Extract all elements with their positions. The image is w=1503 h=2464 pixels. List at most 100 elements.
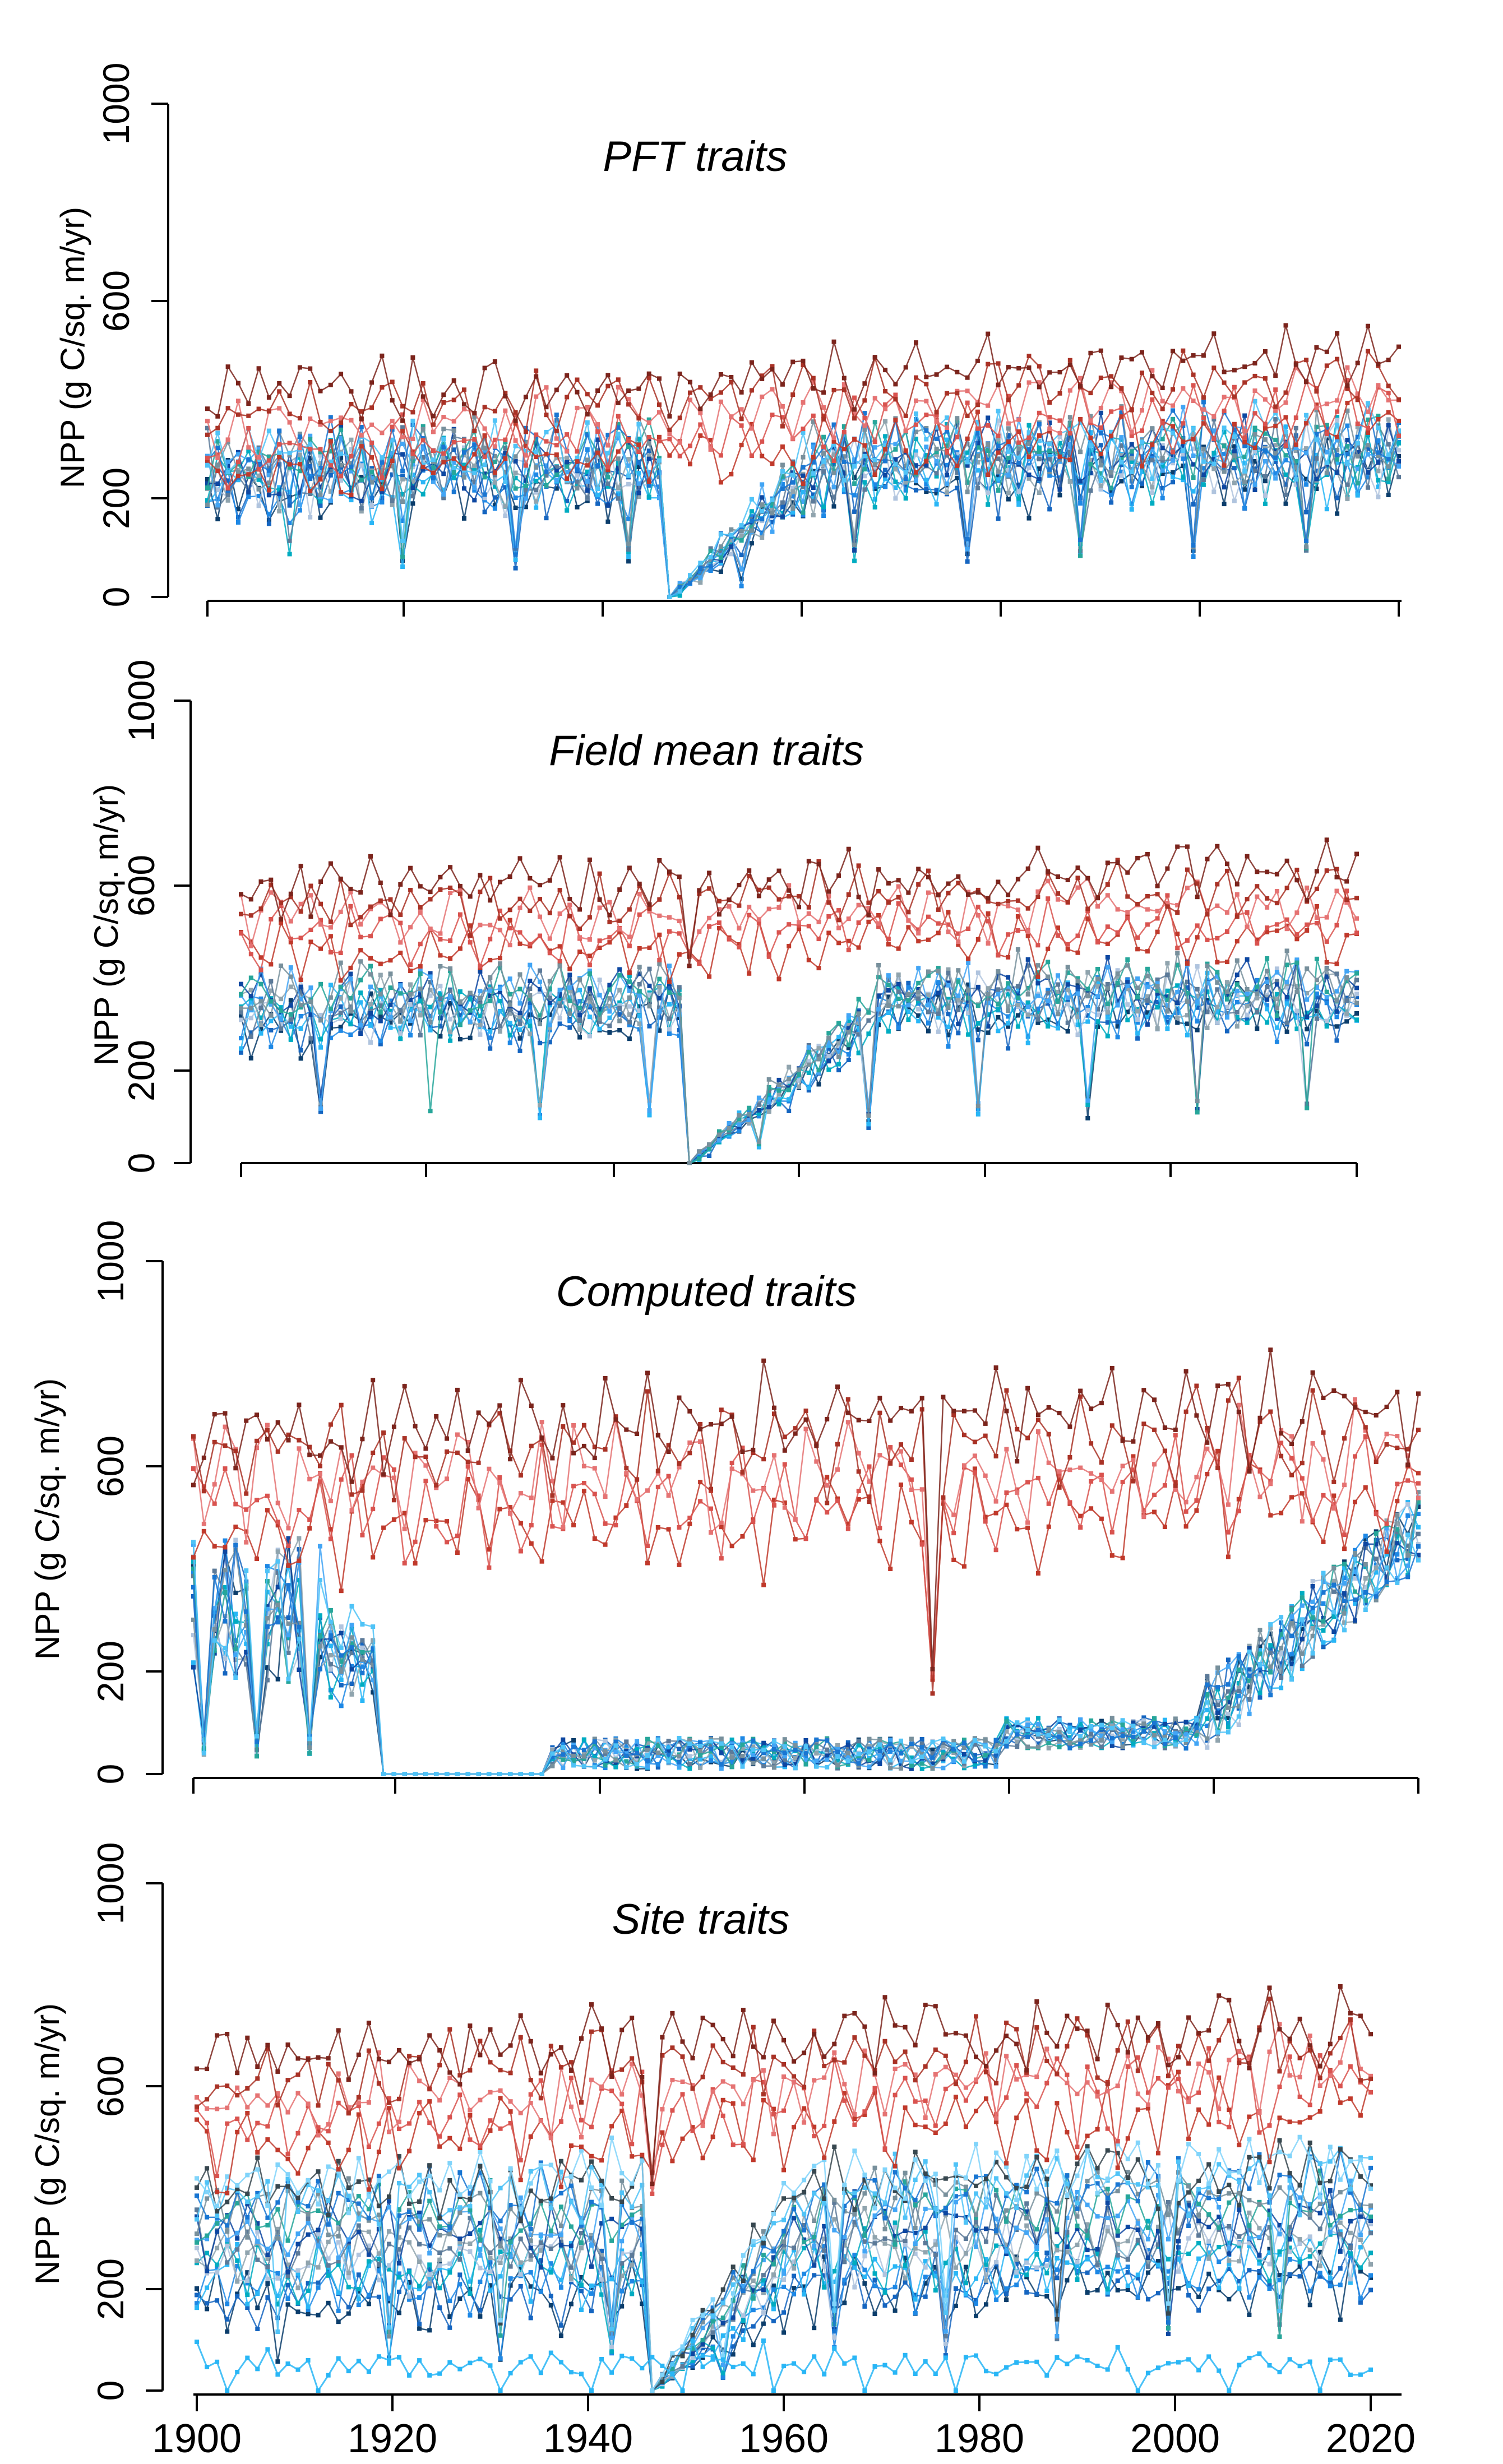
data-point (1109, 493, 1114, 498)
data-point (507, 1040, 512, 1045)
data-point (1078, 417, 1083, 422)
data-point (557, 958, 562, 964)
data-point (298, 864, 303, 869)
data-point (349, 498, 354, 503)
data-point (348, 1009, 353, 1014)
data-point (1129, 445, 1134, 450)
data-point (698, 575, 703, 580)
data-point (239, 1050, 243, 1055)
data-point (567, 966, 572, 971)
data-point (279, 900, 284, 905)
data-point (1165, 998, 1170, 1003)
data-point (233, 1537, 238, 1543)
data-point (513, 470, 518, 475)
data-point (1195, 1099, 1200, 1104)
data-point (1129, 449, 1134, 454)
data-point (966, 1011, 971, 1016)
data-point (626, 481, 631, 487)
data-point (727, 1121, 732, 1126)
data-point (369, 470, 374, 475)
data-point (472, 488, 477, 493)
data-point (707, 870, 712, 876)
data-point (308, 464, 313, 469)
data-point (776, 1077, 781, 1082)
data-point (866, 1113, 871, 1118)
data-point (348, 976, 353, 981)
data-point (1181, 437, 1186, 441)
data-point (513, 506, 518, 510)
data-point (806, 1062, 811, 1067)
data-point (1274, 997, 1279, 1002)
data-point (627, 1036, 632, 1041)
data-point (577, 977, 582, 982)
data-point (766, 1077, 771, 1082)
data-point (708, 396, 713, 401)
data-point (636, 484, 641, 489)
data-point (1098, 430, 1103, 436)
data-point (1363, 1536, 1368, 1541)
data-point (924, 444, 929, 450)
data-point (1075, 976, 1080, 981)
data-point (893, 418, 898, 423)
data-point (557, 1001, 562, 1006)
data-point (369, 476, 374, 481)
data-point (482, 475, 487, 480)
data-point (886, 999, 891, 1004)
data-point (657, 470, 662, 475)
data-point (747, 971, 752, 976)
data-point (1386, 493, 1391, 497)
data-point (1314, 978, 1319, 983)
data-point (277, 428, 282, 433)
data-point (893, 397, 898, 402)
data-point (1078, 420, 1083, 425)
data-point (709, 1753, 713, 1758)
series-layer (191, 1347, 1421, 1776)
data-point (926, 914, 931, 919)
data-point (906, 980, 911, 985)
data-point (698, 566, 703, 571)
data-point (986, 490, 991, 495)
data-point (1314, 921, 1319, 925)
data-point (646, 494, 651, 499)
data-point (1314, 869, 1319, 874)
data-point (468, 1008, 473, 1013)
data-point (934, 502, 939, 507)
data-point (876, 993, 881, 998)
data-point (1215, 1009, 1220, 1015)
data-point (1171, 450, 1175, 455)
data-point (1255, 894, 1260, 899)
data-point (739, 577, 744, 582)
data-point (1098, 376, 1103, 381)
data-point (390, 472, 395, 477)
data-point (328, 925, 333, 930)
data-point (1129, 484, 1134, 489)
data-point (239, 1013, 243, 1018)
data-point (866, 905, 871, 910)
data-point (400, 499, 405, 504)
data-point (328, 1007, 333, 1012)
data-point (277, 485, 282, 490)
data-point (338, 909, 343, 914)
data-point (420, 492, 426, 497)
data-point (986, 992, 991, 997)
data-point (666, 1745, 671, 1750)
data-point (1395, 1558, 1400, 1563)
data-point (787, 1079, 792, 1084)
data-point (418, 884, 423, 889)
blue-series-line (205, 414, 1401, 599)
data-point (441, 460, 446, 465)
data-point (1416, 1525, 1421, 1530)
data-point (677, 1033, 682, 1038)
data-point (647, 902, 652, 907)
data-point (498, 1023, 502, 1029)
data-point (1335, 511, 1340, 516)
data-point (595, 487, 600, 492)
data-point (766, 1085, 771, 1090)
data-point (318, 922, 323, 927)
data-point (328, 473, 333, 478)
data-point (1109, 500, 1114, 505)
data-point (729, 527, 734, 532)
data-point (277, 487, 282, 492)
data-point (1273, 476, 1278, 481)
data-point (297, 462, 302, 467)
